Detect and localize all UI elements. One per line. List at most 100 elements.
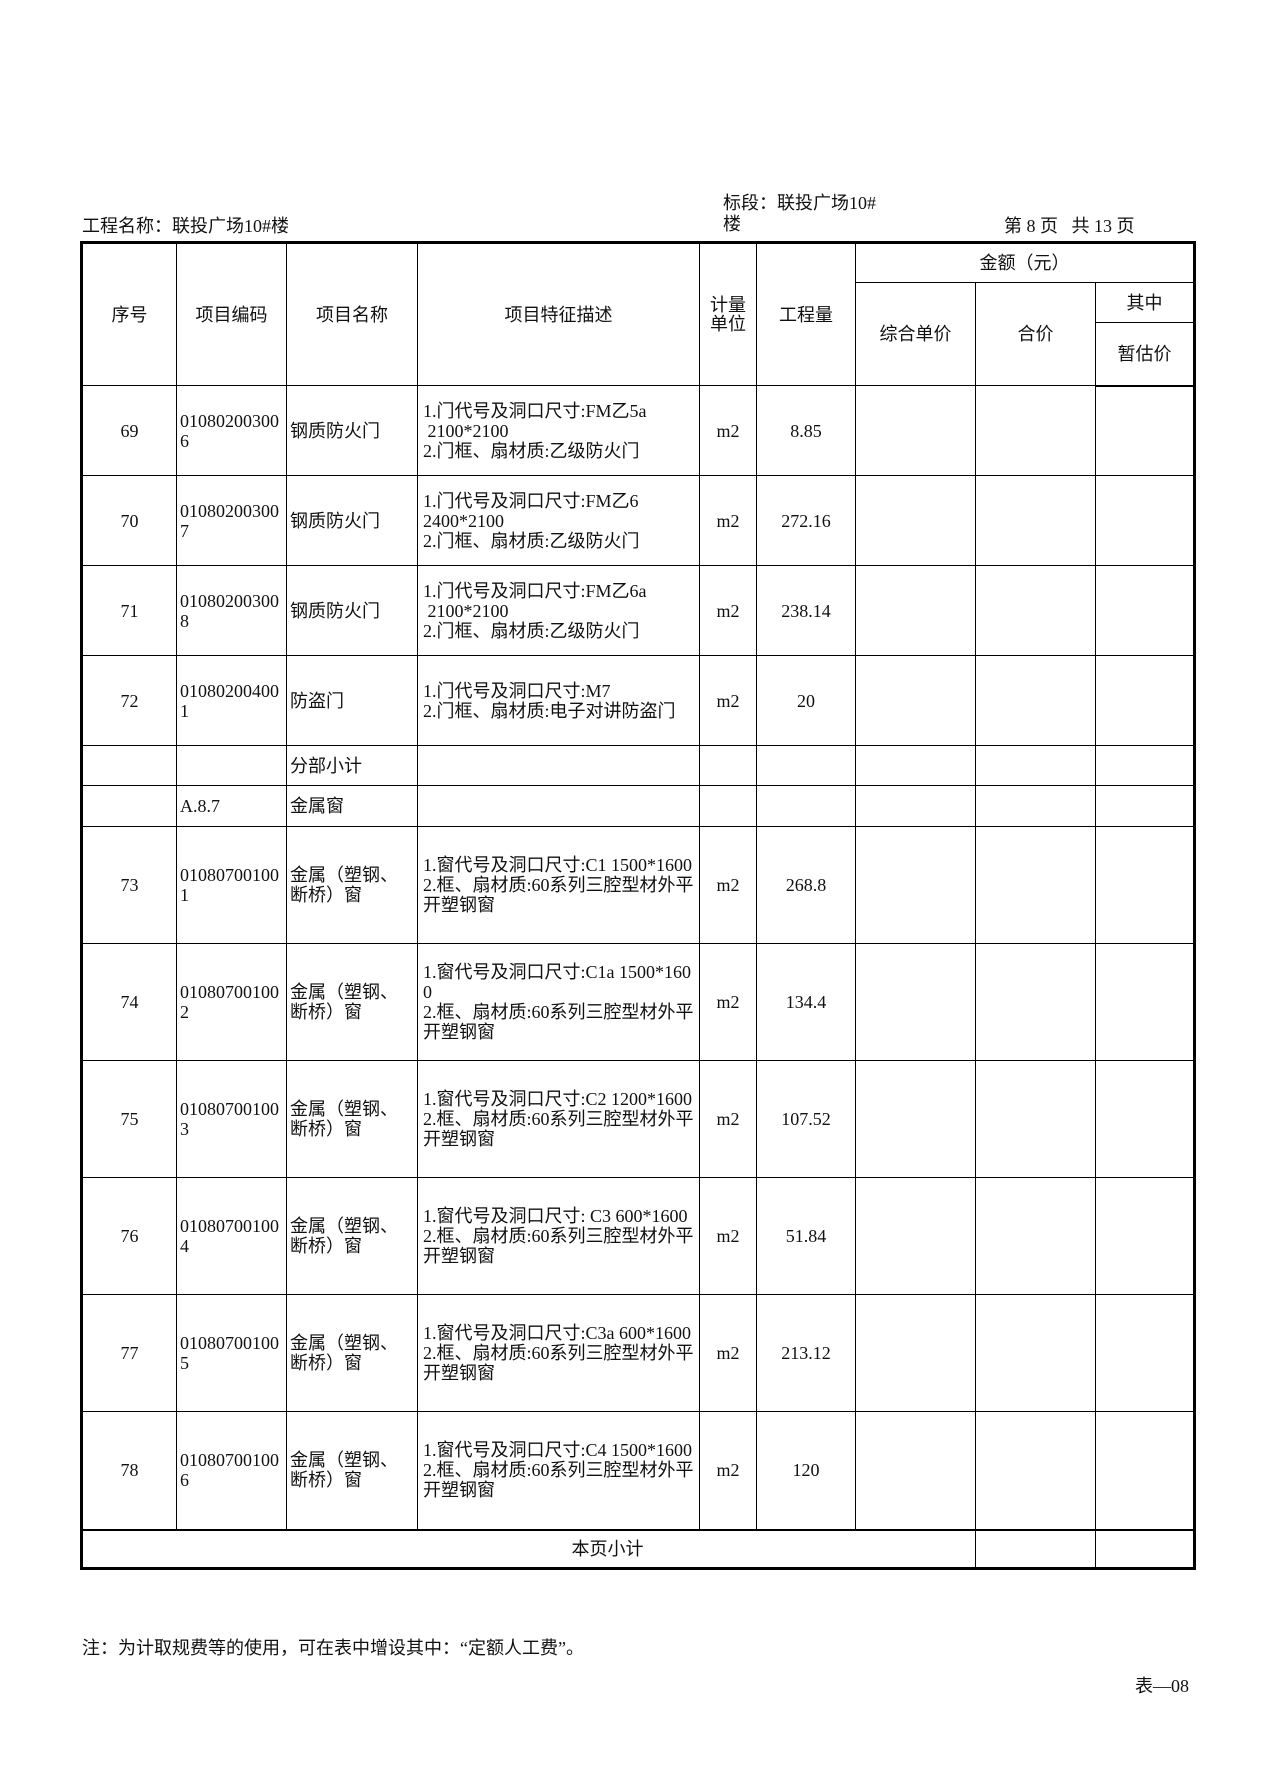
row-name: 金属（塑钢、断桥）窗 xyxy=(286,1177,418,1295)
row-qty: 20 xyxy=(756,655,856,746)
row-name: 金属（塑钢、断桥）窗 xyxy=(286,943,418,1061)
row-unit: m2 xyxy=(699,655,757,746)
row-unit xyxy=(699,745,757,786)
row-unit-price xyxy=(855,745,976,786)
row-name: 金属（塑钢、断桥）窗 xyxy=(286,1060,418,1178)
row-seq: 77 xyxy=(81,1294,177,1412)
header-total: 合价 xyxy=(975,282,1096,386)
row-unit: m2 xyxy=(699,1294,757,1412)
row-unit xyxy=(699,785,757,827)
row-seq: 71 xyxy=(81,565,177,656)
bill-of-quantities-table: 序号 项目编码 项目名称 项目特征描述 计量单位 工程量 金额（元） 综合单价 … xyxy=(80,241,1196,1570)
row-seq: 72 xyxy=(81,655,177,746)
header-code: 项目编码 xyxy=(176,242,287,386)
table-row: 71 010802003008 钢质防火门 1.门代号及洞口尺寸:FM乙6a 2100… xyxy=(81,565,1195,656)
row-unit: m2 xyxy=(699,943,757,1061)
row-seq: 69 xyxy=(81,385,177,476)
table-row: A.8.7 金属窗 xyxy=(81,785,1195,827)
row-qty: 51.84 xyxy=(756,1177,856,1295)
subtotal-provisional xyxy=(1095,1528,1195,1569)
row-provisional xyxy=(1095,826,1195,944)
row-unit-price xyxy=(855,1294,976,1412)
header-unit: 计量单位 xyxy=(699,242,757,386)
header-desc: 项目特征描述 xyxy=(417,242,700,386)
header-seq: 序号 xyxy=(81,242,177,386)
row-total xyxy=(975,655,1096,746)
row-name: 金属（塑钢、断桥）窗 xyxy=(286,826,418,944)
table-row: 73 010807001001 金属（塑钢、断桥）窗 1.窗代号及洞口尺寸:C1 15… xyxy=(81,826,1195,944)
row-qty: 134.4 xyxy=(756,943,856,1061)
row-total xyxy=(975,1060,1096,1178)
row-qty: 120 xyxy=(756,1411,856,1530)
table-row: 69 010802003006 钢质防火门 1.门代号及洞口尺寸:FM乙5a 2100… xyxy=(81,385,1195,476)
row-desc xyxy=(417,785,700,827)
row-code: 010807001004 xyxy=(176,1177,287,1295)
row-name: 金属窗 xyxy=(286,785,418,827)
row-unit-price xyxy=(855,385,976,476)
table-row: 77 010807001005 金属（塑钢、断桥）窗 1.窗代号及洞口尺寸:C3a 6… xyxy=(81,1294,1195,1412)
section-label: 标段：联投广场10# 楼 xyxy=(723,193,876,235)
row-code: 010807001001 xyxy=(176,826,287,944)
row-total xyxy=(975,1177,1096,1295)
row-provisional xyxy=(1095,745,1195,786)
row-seq: 74 xyxy=(81,943,177,1061)
project-name: 工程名称：联投广场10#楼 xyxy=(82,216,289,236)
row-unit: m2 xyxy=(699,1411,757,1530)
row-provisional xyxy=(1095,1294,1195,1412)
page-info: 第 8 页 共 13 页 xyxy=(1004,216,1135,236)
row-code: 010802003008 xyxy=(176,565,287,656)
row-total xyxy=(975,745,1096,786)
row-total xyxy=(975,475,1096,566)
row-code: 010802004001 xyxy=(176,655,287,746)
row-qty: 238.14 xyxy=(756,565,856,656)
row-unit-price xyxy=(855,565,976,656)
row-unit: m2 xyxy=(699,1060,757,1178)
row-desc: 1.门代号及洞口尺寸:FM乙6 2400*2100 2.门框、扇材质:乙级防火门 xyxy=(417,475,700,566)
row-provisional xyxy=(1095,475,1195,566)
header-provisional: 暂估价 xyxy=(1095,322,1195,387)
table-row: 75 010807001003 金属（塑钢、断桥）窗 1.窗代号及洞口尺寸:C2 12… xyxy=(81,1060,1195,1178)
header-amount: 金额（元） xyxy=(855,242,1195,283)
row-total xyxy=(975,943,1096,1061)
table-row: 78 010807001006 金属（塑钢、断桥）窗 1.窗代号及洞口尺寸:C4 15… xyxy=(81,1411,1195,1530)
row-desc: 1.窗代号及洞口尺寸:C3a 600*1600 2.框、扇材质:60系列三腔型材… xyxy=(417,1294,700,1412)
row-provisional xyxy=(1095,385,1195,476)
header-name: 项目名称 xyxy=(286,242,418,386)
row-desc: 1.窗代号及洞口尺寸: C3 600*1600 2.框、扇材质:60系列三腔型材… xyxy=(417,1177,700,1295)
row-desc: 1.窗代号及洞口尺寸:C1a 1500*1600 2.框、扇材质:60系列三腔型… xyxy=(417,943,700,1061)
row-unit: m2 xyxy=(699,385,757,476)
row-code: 010802003006 xyxy=(176,385,287,476)
table-body: 69 010802003006 钢质防火门 1.门代号及洞口尺寸:FM乙5a 2100… xyxy=(81,385,1195,1569)
row-name: 钢质防火门 xyxy=(286,565,418,656)
row-qty: 268.8 xyxy=(756,826,856,944)
row-code: 010807001005 xyxy=(176,1294,287,1412)
table-row: 分部小计 xyxy=(81,745,1195,786)
row-total xyxy=(975,385,1096,476)
form-number: 表—08 xyxy=(1135,1676,1189,1696)
row-code: A.8.7 xyxy=(176,785,287,827)
row-qty: 8.85 xyxy=(756,385,856,476)
row-seq: 78 xyxy=(81,1411,177,1530)
row-total xyxy=(975,1294,1096,1412)
row-desc: 1.门代号及洞口尺寸:M7 2.门框、扇材质:电子对讲防盗门 xyxy=(417,655,700,746)
row-name: 钢质防火门 xyxy=(286,385,418,476)
row-name: 分部小计 xyxy=(286,745,418,786)
row-seq: 75 xyxy=(81,1060,177,1178)
table-row: 72 010802004001 防盗门 1.门代号及洞口尺寸:M7 2.门框、扇材质:… xyxy=(81,655,1195,746)
row-code: 010807001003 xyxy=(176,1060,287,1178)
row-unit-price xyxy=(855,943,976,1061)
row-desc: 1.窗代号及洞口尺寸:C4 1500*1600 2.框、扇材质:60系列三腔型材… xyxy=(417,1411,700,1530)
row-qty xyxy=(756,785,856,827)
row-name: 防盗门 xyxy=(286,655,418,746)
page-subtotal-label: 本页小计 xyxy=(81,1528,976,1569)
row-seq: 73 xyxy=(81,826,177,944)
row-provisional xyxy=(1095,1177,1195,1295)
table-row: 70 010802003007 钢质防火门 1.门代号及洞口尺寸:FM乙6 2400*… xyxy=(81,475,1195,566)
section-line-2: 楼 xyxy=(723,214,741,234)
row-unit-price xyxy=(855,655,976,746)
row-unit: m2 xyxy=(699,826,757,944)
page-subtotal-row: 本页小计 xyxy=(81,1528,1195,1569)
row-desc: 1.门代号及洞口尺寸:FM乙6a 2100*2100 2.门框、扇材质:乙级防火… xyxy=(417,565,700,656)
row-unit-price xyxy=(855,1060,976,1178)
row-provisional xyxy=(1095,943,1195,1061)
